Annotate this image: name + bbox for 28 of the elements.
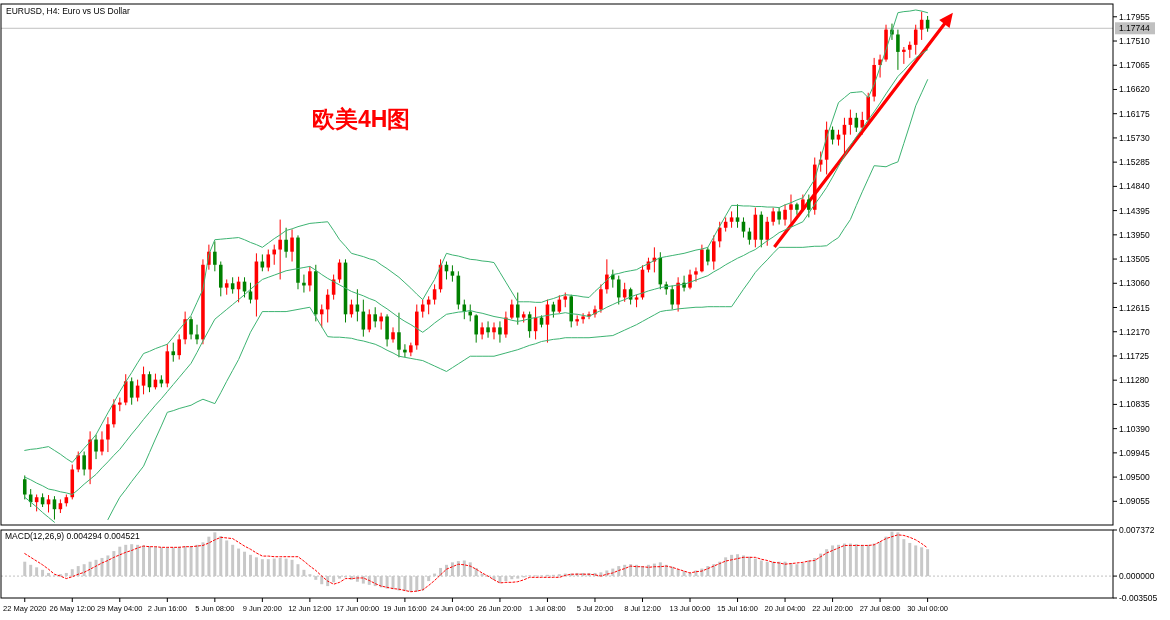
y-tick-label: 1.14395 bbox=[1119, 205, 1150, 216]
y-tick-label: 1.13060 bbox=[1119, 278, 1150, 289]
y-tick-label: 0.000000 bbox=[1119, 571, 1155, 582]
y-tick-label: 1.16620 bbox=[1119, 84, 1150, 95]
y-tick-label: 0.007372 bbox=[1119, 525, 1155, 535]
y-tick-label: 1.09945 bbox=[1119, 447, 1150, 458]
y-tick-label: 1.12615 bbox=[1119, 302, 1150, 313]
y-tick-label: 1.13950 bbox=[1119, 229, 1150, 240]
y-tick-label: 1.10390 bbox=[1119, 423, 1150, 434]
chart-subtitle: EURUSD, H4: Euro vs US Dollar bbox=[6, 6, 130, 16]
y-tick-label: 1.17065 bbox=[1119, 60, 1150, 71]
y-tick-label: 1.17510 bbox=[1119, 36, 1150, 47]
ref-line-label: 1.17744 bbox=[1119, 23, 1150, 34]
chart-title: MACD(12,26,9) 0.004294 0.004521 bbox=[5, 531, 140, 541]
y-tick-label: 1.13505 bbox=[1119, 254, 1150, 265]
y-tick-label: 1.10835 bbox=[1119, 399, 1150, 410]
y-tick-label: 1.17955 bbox=[1119, 11, 1150, 22]
y-tick-label: 1.15285 bbox=[1119, 157, 1150, 168]
y-tick-label: 1.12170 bbox=[1119, 326, 1150, 337]
text: 欧美4H图 bbox=[312, 106, 411, 132]
y-tick-label: -0.003505 bbox=[1119, 593, 1158, 603]
y-tick-label: 1.11280 bbox=[1119, 375, 1150, 386]
y-tick-label: 1.15730 bbox=[1119, 132, 1150, 143]
y-tick-label: 1.16175 bbox=[1119, 108, 1150, 119]
y-tick-label: 1.09500 bbox=[1119, 472, 1150, 483]
y-tick-label: 1.11725 bbox=[1119, 350, 1150, 361]
y-tick-label: 1.14840 bbox=[1119, 181, 1150, 192]
y-tick-label: 1.09055 bbox=[1119, 496, 1150, 507]
